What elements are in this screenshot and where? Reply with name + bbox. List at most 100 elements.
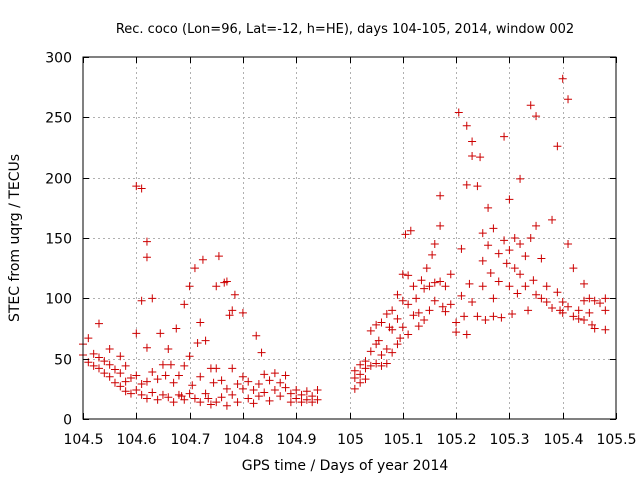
data-point [196, 372, 205, 381]
data-point [532, 290, 541, 299]
data-point [454, 108, 463, 117]
data-point [430, 296, 439, 305]
data-point [233, 380, 242, 389]
data-point [468, 151, 477, 160]
data-point [377, 351, 386, 360]
data-point [420, 284, 429, 293]
data-point [105, 360, 114, 369]
data-point [596, 299, 605, 308]
data-point [116, 352, 125, 361]
data-point [286, 398, 295, 407]
data-point [524, 306, 533, 315]
data-point [260, 388, 269, 397]
data-point [361, 364, 370, 373]
data-point [446, 300, 455, 309]
data-point [382, 310, 391, 319]
data-point [601, 294, 610, 303]
data-point [89, 349, 98, 358]
data-point [537, 254, 546, 263]
data-point [398, 296, 407, 305]
data-point [228, 306, 237, 315]
data-point [137, 380, 146, 389]
data-point [361, 375, 370, 384]
data-point [217, 376, 226, 385]
data-point [558, 297, 567, 306]
data-point [436, 191, 445, 200]
data-point [164, 393, 173, 402]
data-point [462, 330, 471, 339]
data-point [89, 361, 98, 370]
data-point [180, 361, 189, 370]
data-point [212, 398, 221, 407]
data-point [169, 398, 178, 407]
data-point [142, 253, 151, 262]
y-tick-label: 250 [45, 111, 72, 127]
data-point [286, 389, 295, 398]
data-point [174, 371, 183, 380]
data-point [513, 289, 522, 298]
data-point [452, 328, 461, 337]
data-point [212, 364, 221, 373]
data-point [462, 121, 471, 130]
data-point [121, 361, 130, 370]
data-point [313, 395, 322, 404]
data-point [590, 324, 599, 333]
data-point [446, 270, 455, 279]
data-point [350, 384, 359, 393]
data-point [244, 394, 253, 403]
data-point [180, 395, 189, 404]
data-point [542, 282, 551, 291]
data-point [260, 370, 269, 379]
data-point [142, 377, 151, 386]
data-point [505, 195, 514, 204]
data-point [409, 311, 418, 320]
data-point [196, 318, 205, 327]
data-point [148, 294, 157, 303]
data-point [462, 180, 471, 189]
data-point [508, 310, 517, 319]
data-point [201, 336, 210, 345]
data-point [404, 330, 413, 339]
y-tick-label: 200 [45, 172, 72, 188]
data-point [468, 137, 477, 146]
data-point [438, 302, 447, 311]
data-point [209, 378, 218, 387]
data-point [481, 316, 490, 325]
data-point [188, 381, 197, 390]
data-point [164, 345, 173, 354]
data-point [225, 311, 234, 320]
data-point [190, 394, 199, 403]
data-point [142, 394, 151, 403]
data-point [457, 291, 466, 300]
data-point [465, 279, 474, 288]
data-point [473, 182, 482, 191]
data-point [422, 264, 431, 273]
data-point [497, 313, 506, 322]
data-point [494, 249, 503, 258]
data-point [180, 300, 189, 309]
data-point [601, 325, 610, 334]
data-point [484, 203, 493, 212]
grid-lines [83, 57, 616, 419]
data-point [233, 398, 242, 407]
data-point [148, 388, 157, 397]
data-point [308, 398, 317, 407]
data-point [281, 383, 290, 392]
data-point [398, 270, 407, 279]
x-tick-label: 105 [337, 432, 364, 448]
data-point [382, 345, 391, 354]
data-point [297, 390, 306, 399]
data-point [430, 278, 439, 287]
data-point [510, 264, 519, 273]
data-point [516, 174, 525, 183]
data-point [489, 224, 498, 233]
data-point [404, 300, 413, 309]
data-point [372, 320, 381, 329]
data-point [526, 101, 535, 110]
data-point [292, 394, 301, 403]
data-point [548, 303, 557, 312]
x-tick-label: 104.9 [276, 432, 316, 448]
data-point [257, 348, 266, 357]
